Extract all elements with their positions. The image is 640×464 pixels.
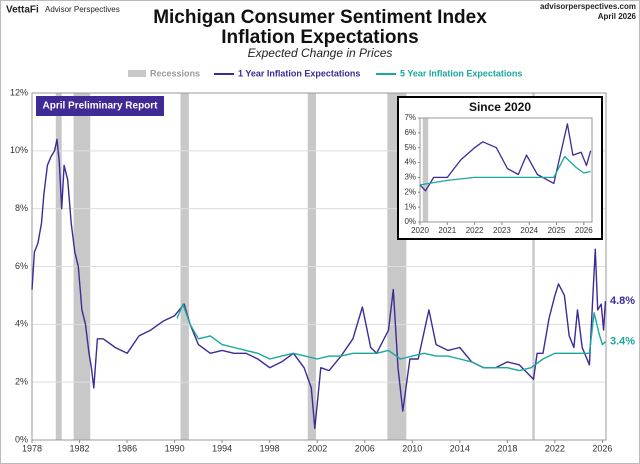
y-tick-label: 5% [404,143,416,152]
x-tick-label: 1978 [22,443,42,453]
x-tick-label: 1994 [212,443,232,453]
plot-border [419,117,593,223]
badge [36,96,164,116]
x-tick-label: 2002 [307,443,327,453]
end-label: 3.4% [610,336,635,348]
recession [422,118,429,222]
brand: VettaFi [6,5,39,16]
inset-box [397,96,603,240]
date: April 2026 [598,12,637,21]
main-plot: 0% 2% 4% 6% 8% 10% 12% 1978 1982 1986 1990 1994 1998… [10,87,635,453]
x-tick-label: 2023 [493,226,511,235]
y-tick-label: 2% [15,377,28,387]
x-tick-label: 2018 [497,443,517,453]
y-tick-label: 4% [15,319,28,329]
x-tick-label: 2026 [592,443,612,453]
y-tick-label: 12% [10,87,28,97]
y-tick-label: 1% [404,202,416,211]
series-line [419,155,591,186]
legend-label: Recessions [150,68,200,78]
x-tick-label: 1998 [260,443,280,453]
y-tick-label: 10% [10,145,28,155]
y-tick-label: 2% [404,187,416,196]
y-tick-label: 7% [404,113,416,122]
legend-swatch [128,70,146,77]
legend-label: 5 Year Inflation Expectations [400,68,522,78]
chart-title: Michigan Consumer Sentiment Index [153,7,487,28]
x-tick-label: 2025 [548,226,566,235]
x-tick-label: 2014 [450,443,470,453]
y-tick-label: 4% [404,158,416,167]
x-tick-label: 2010 [402,443,422,453]
y-tick-label: 8% [15,203,28,213]
badge-text: April Preliminary Report [42,101,158,112]
x-tick-label: 2022 [545,443,565,453]
y-tick-label: 6% [15,261,28,271]
x-tick-label: 2006 [355,443,375,453]
legend-label: 1 Year Inflation Expectations [238,68,360,78]
chart-title: Inflation Expectations [221,27,418,48]
x-tick-label: 1990 [165,443,185,453]
site: advisorperspectives.com [540,2,636,11]
x-tick-label: 2022 [466,226,484,235]
y-tick-label: 0% [404,217,416,226]
x-tick-label: 1986 [117,443,137,453]
x-tick-label: 2024 [520,226,538,235]
x-tick-label: 1982 [70,443,90,453]
brand-sub: Advisor Perspectives [45,5,120,14]
y-tick-label: 3% [404,173,416,182]
series-line [31,138,607,430]
end-label: 4.8% [610,295,635,307]
series-line [176,303,606,372]
y-tick-label: 6% [404,128,416,137]
plot-border [31,92,607,441]
x-tick-label: 2020 [411,226,429,235]
series-line [419,123,592,192]
inset-title: Since 2020 [469,100,531,114]
inset-plot: 0% 1% 2% 3% 4% 5% 6% 7% 2020 2021 2022 2023 2024 2025… [404,113,593,235]
x-tick-label: 2026 [575,226,593,235]
x-tick-label: 2021 [438,226,456,235]
subtitle: Expected Change in Prices [248,46,393,60]
y-tick-label: 0% [15,434,28,444]
